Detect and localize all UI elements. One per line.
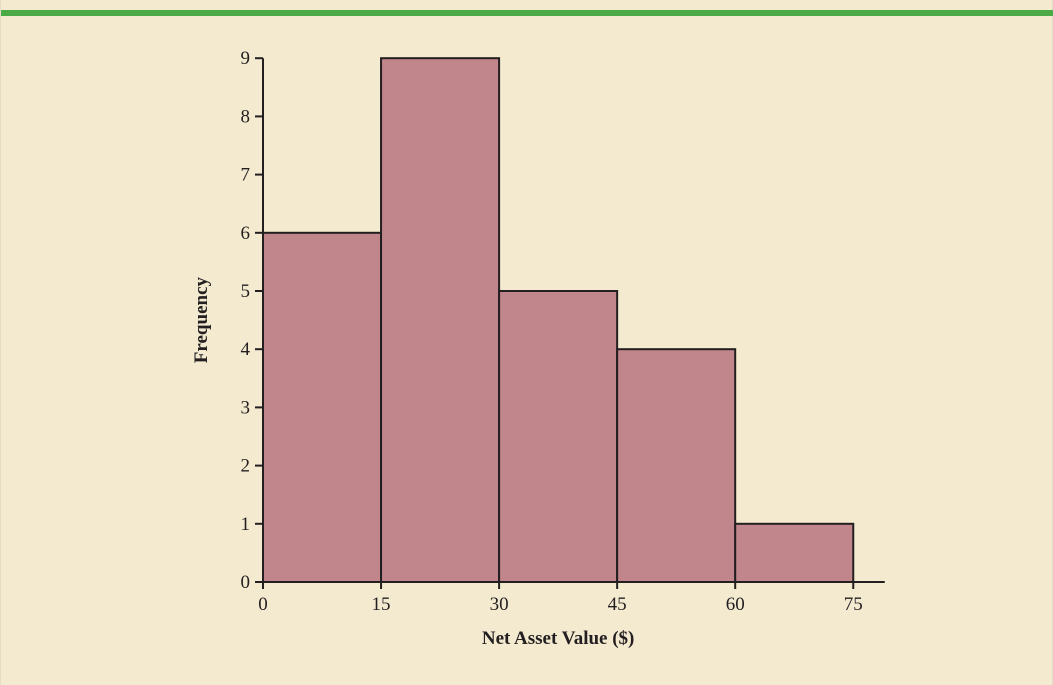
- x-tick-label-15: 15: [372, 594, 391, 615]
- y-tick-label-1: 1: [241, 514, 251, 535]
- x-tick-label-45: 45: [608, 594, 627, 615]
- histogram-bar-45-60: [616, 348, 737, 584]
- histogram-bar-0-15: [262, 231, 383, 584]
- axes: [262, 58, 885, 583]
- histogram-bar-15-30: [380, 57, 501, 583]
- y-tick-label-5: 5: [241, 281, 251, 302]
- y-tick-label-8: 8: [241, 106, 251, 127]
- histogram-bars: [262, 57, 855, 584]
- y-tick-label-9: 9: [241, 48, 251, 69]
- x-tick-label-0: 0: [258, 594, 268, 615]
- x-axis-ticks: 0 15 30 45 60 75: [258, 582, 863, 615]
- y-axis-ticks: 0 1 2 3 4 5 6 7 8 9: [241, 48, 263, 593]
- x-tick-label-30: 30: [490, 594, 509, 615]
- y-tick-label-6: 6: [241, 223, 251, 244]
- x-axis-title: Net Asset Value ($): [482, 628, 635, 649]
- top-accent-rule: [1, 10, 1053, 16]
- y-tick-label-7: 7: [241, 165, 251, 186]
- histogram-bar-60-75: [734, 522, 855, 583]
- y-tick-label-3: 3: [241, 397, 251, 418]
- y-tick-label-0: 0: [241, 572, 251, 593]
- x-tick-label-75: 75: [844, 594, 863, 615]
- y-tick-label-4: 4: [241, 339, 251, 360]
- histogram-bar-30-45: [498, 290, 619, 583]
- x-tick-label-60: 60: [726, 594, 745, 615]
- y-tick-label-2: 2: [241, 456, 251, 477]
- y-axis-title: Frequency: [191, 277, 212, 364]
